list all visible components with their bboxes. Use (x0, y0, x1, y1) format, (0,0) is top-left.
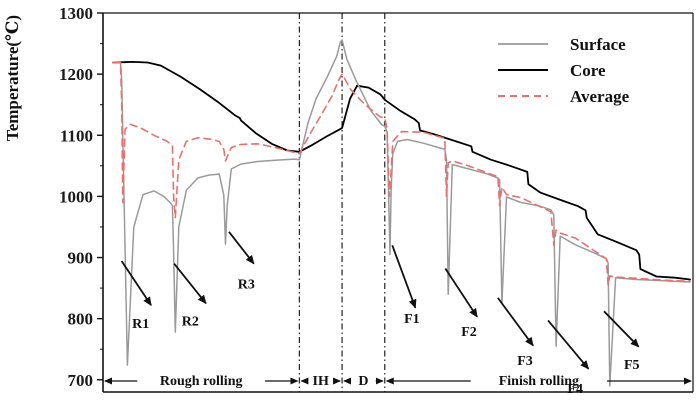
legend-label-average: Average (570, 87, 630, 106)
stage-label-rough-rolling: Rough rolling (160, 374, 243, 389)
annotation-arrow-f2 (444, 268, 478, 318)
annotation-layer: R1 R2 R3 F1 F2 F3 F4 F5 (120, 231, 640, 397)
y-tick-label-1000: 1000 (59, 187, 93, 206)
legend-label-surface: Surface (570, 35, 626, 54)
annotation-arrow-r2 (173, 263, 207, 305)
y-tick-label-900: 900 (68, 249, 94, 268)
annotation-label-f5: F5 (624, 358, 640, 373)
annotation-arrow-f1 (391, 244, 417, 309)
annotation-arrow-f5 (603, 310, 640, 348)
series-line-average (112, 61, 691, 286)
annotation-label-r3: R3 (238, 278, 255, 293)
y-tick-label-1200: 1200 (59, 65, 93, 84)
stage-label-ih: IH (313, 374, 329, 389)
legend-label-core: Core (570, 61, 606, 80)
annotation-arrow-f4 (547, 319, 590, 370)
annotation-label-f2: F2 (461, 325, 477, 340)
y-tick-label-1100: 1100 (60, 126, 93, 145)
annotation-arrow-f3 (497, 297, 534, 347)
y-axis-label: Temperature(℃) (3, 15, 22, 141)
axes-layer: 700 800 900 1000 1100 1200 1300 (59, 4, 694, 393)
annotation-label-r2: R2 (182, 314, 199, 329)
annotation-label-r1: R1 (132, 317, 149, 332)
series-layer (112, 39, 691, 387)
series-line-surface (112, 39, 691, 387)
annotation-label-f4: F4 (567, 382, 583, 397)
annotation-arrow-r1 (120, 260, 152, 307)
stage-boundaries (298, 13, 386, 392)
annotation-arrow-r3 (228, 231, 255, 265)
stage-label-d: D (358, 374, 368, 389)
stage-label-finish-rolling: Finish rolling (499, 374, 579, 389)
annotation-label-f3: F3 (517, 354, 533, 369)
y-tick-label-1300: 1300 (59, 4, 93, 23)
y-tick-label-800: 800 (68, 310, 94, 329)
series-line-core (112, 61, 691, 281)
stage-layer: Rough rolling IH D Finish rolling (104, 374, 692, 389)
y-tick-label-700: 700 (68, 371, 94, 390)
legend: Surface Core Average (498, 35, 630, 106)
annotation-label-f1: F1 (404, 312, 420, 327)
